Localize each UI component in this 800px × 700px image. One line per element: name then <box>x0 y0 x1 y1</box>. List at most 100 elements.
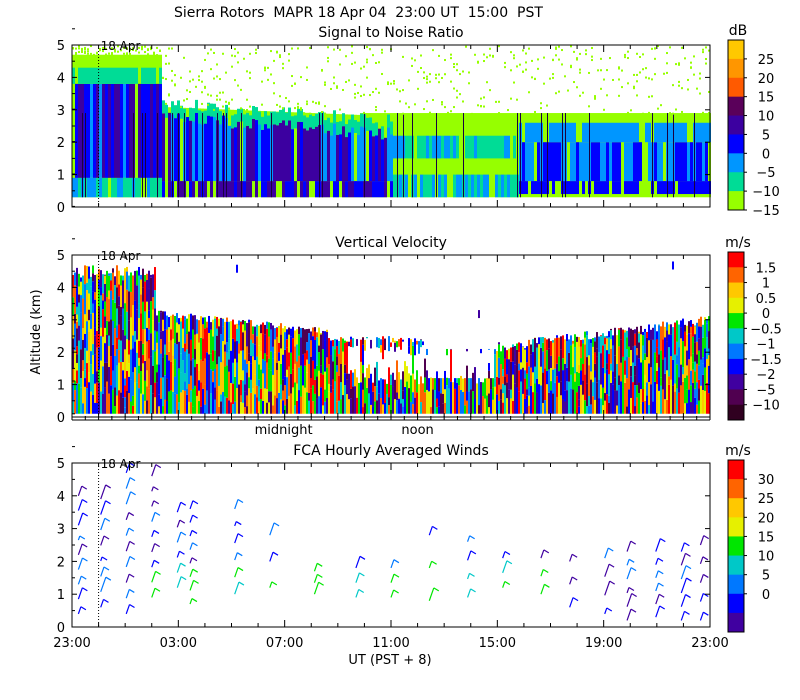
velocity-cell <box>84 265 86 285</box>
velocity-cell <box>288 334 290 353</box>
snr-cell <box>412 113 413 198</box>
y-tick-label: 1 <box>57 169 65 184</box>
velocity-cell <box>680 320 682 328</box>
velocity-cell <box>442 378 444 394</box>
velocity-cell <box>646 331 648 338</box>
velocity-cell <box>446 348 448 356</box>
velocity-cell <box>672 359 674 386</box>
velocity-cell <box>298 367 300 391</box>
snr-cell <box>666 71 668 74</box>
velocity-cell <box>114 328 116 356</box>
snr-cell <box>222 105 224 108</box>
velocity-cell <box>516 343 518 350</box>
velocity-cell <box>566 341 568 368</box>
velocity-cell <box>324 371 326 380</box>
wind-barb <box>103 566 110 571</box>
velocity-cell <box>508 389 510 414</box>
velocity-cell <box>658 325 660 355</box>
velocity-cell <box>402 398 404 407</box>
velocity-cell <box>266 362 268 390</box>
velocity-cell <box>162 330 164 358</box>
velocity-cell <box>226 397 228 414</box>
velocity-cell <box>522 367 524 394</box>
snr-cell <box>192 181 195 198</box>
wind-barb <box>540 584 545 595</box>
snr-cell <box>429 135 432 159</box>
wind-barb <box>77 499 83 511</box>
velocity-cell <box>152 365 154 394</box>
snr-cell <box>438 174 441 198</box>
snr-cell <box>468 71 470 74</box>
snr-cell <box>120 67 123 84</box>
snr-cell <box>324 120 327 134</box>
velocity-cell <box>266 355 268 363</box>
velocity-cell <box>344 340 346 343</box>
velocity-cell <box>182 328 184 348</box>
velocity-cell <box>126 370 128 391</box>
snr-cell <box>570 64 572 67</box>
velocity-cell <box>584 374 586 401</box>
velocity-cell <box>332 389 334 414</box>
snr-cell <box>435 73 437 76</box>
velocity-cell <box>580 384 582 414</box>
velocity-cell <box>142 268 144 288</box>
velocity-cell <box>518 370 520 392</box>
wind-barb <box>626 559 630 566</box>
wind-barb <box>130 491 136 496</box>
snr-cell <box>681 142 684 182</box>
velocity-cell <box>554 368 556 383</box>
velocity-cell <box>500 389 502 400</box>
snr-cell <box>579 94 581 97</box>
snr-cell <box>324 105 326 108</box>
velocity-cell <box>706 318 708 324</box>
velocity-cell <box>548 338 550 349</box>
snr-cell <box>111 52 113 55</box>
velocity-cell <box>204 404 206 414</box>
snr-cell <box>468 135 471 159</box>
velocity-cell <box>704 317 706 320</box>
velocity-cell <box>266 389 268 403</box>
snr-cell <box>75 177 78 198</box>
velocity-cell <box>282 390 284 401</box>
velocity-cell <box>320 373 322 388</box>
snr-cell <box>603 108 605 111</box>
snr-cell <box>423 135 426 159</box>
velocity-cell <box>72 315 74 339</box>
velocity-cell <box>636 355 638 386</box>
velocity-cell <box>410 375 412 402</box>
snr-cell <box>75 83 78 178</box>
velocity-cell <box>138 365 140 374</box>
velocity-cell <box>590 343 592 372</box>
velocity-cell <box>194 315 196 335</box>
snr-cell <box>282 67 284 70</box>
velocity-cell <box>238 353 240 385</box>
velocity-cell <box>350 398 352 414</box>
velocity-cell <box>200 337 202 360</box>
velocity-cell <box>252 388 254 414</box>
velocity-cell <box>94 383 96 403</box>
velocity-cell <box>240 395 242 403</box>
velocity-cell <box>222 341 224 361</box>
snr-cell <box>267 66 269 69</box>
velocity-cell <box>228 359 230 372</box>
velocity-cell <box>158 364 160 395</box>
velocity-cell <box>584 331 586 338</box>
snr-cell <box>423 174 426 198</box>
colorbar-swatch <box>728 40 744 60</box>
velocity-cell <box>312 360 314 386</box>
snr-cell <box>207 52 209 55</box>
velocity-cell <box>274 339 276 353</box>
snr-cell <box>108 83 111 178</box>
snr-cell <box>138 46 140 49</box>
snr-cell <box>558 45 560 48</box>
velocity-cell <box>180 353 182 373</box>
velocity-cell <box>282 328 284 355</box>
snr-cell <box>627 50 629 53</box>
snr-cell <box>222 52 224 55</box>
velocity-cell <box>158 322 160 334</box>
velocity-cell <box>104 327 106 344</box>
snr-cell <box>441 135 444 159</box>
snr-cell <box>351 181 354 198</box>
snr-cell <box>453 66 455 69</box>
snr-cell <box>300 76 302 79</box>
